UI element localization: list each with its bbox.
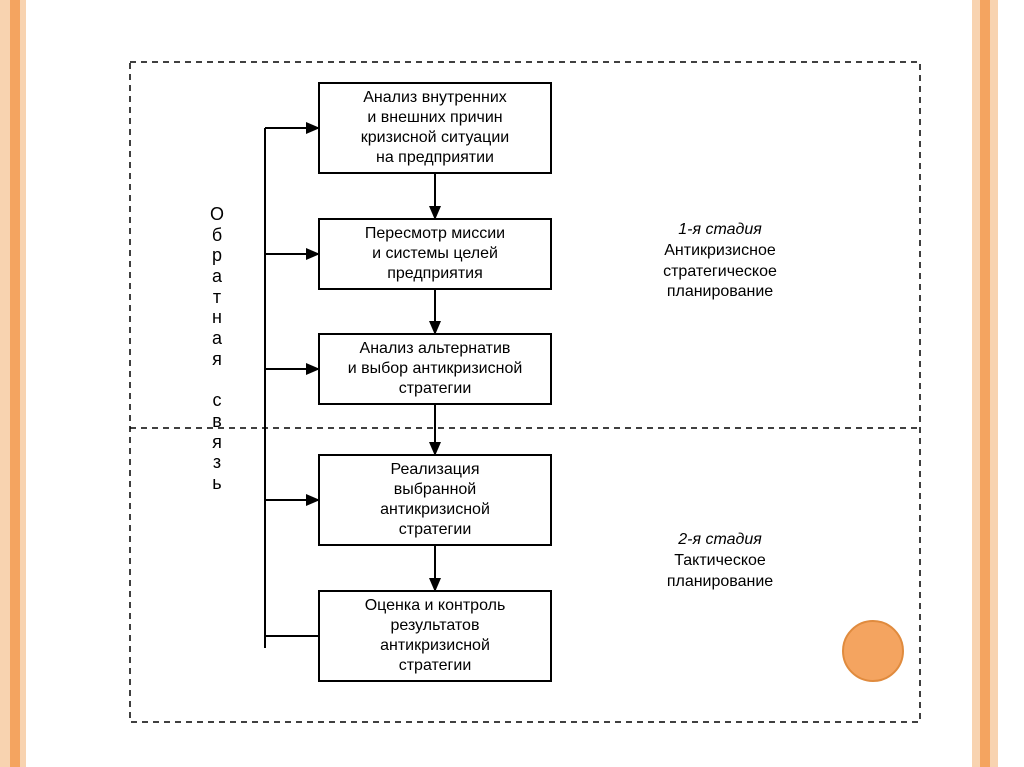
stage1-text: Антикризисноестратегическоепланирование (610, 241, 830, 303)
flow-box4: Реализациявыбраннойантикризиснойстратеги… (318, 454, 552, 546)
stripe-right-inner (980, 0, 990, 767)
flow-box3: Анализ альтернативи выбор антикризиснойс… (318, 333, 552, 405)
stage2-title: 2-я стадия (610, 530, 830, 551)
accent-circle (842, 620, 904, 682)
feedback-label: О б р а т н а я с в я з ь (208, 204, 226, 494)
label-stage2: 2-я стадияТактическоепланирование (610, 530, 830, 592)
flow-box1: Анализ внутреннихи внешних причинкризисн… (318, 82, 552, 174)
stage1-title: 1-я стадия (610, 220, 830, 241)
diagram-canvas: О б р а т н а я с в я з ь Анализ внутрен… (0, 0, 1024, 767)
flow-box2: Пересмотр миссиии системы целейпредприят… (318, 218, 552, 290)
flow-box5: Оценка и контрольрезультатовантикризисно… (318, 590, 552, 682)
stage2-text: Тактическоепланирование (610, 551, 830, 593)
stripe-left-inner (10, 0, 20, 767)
label-stage1: 1-я стадияАнтикризисноестратегическоепла… (610, 220, 830, 303)
